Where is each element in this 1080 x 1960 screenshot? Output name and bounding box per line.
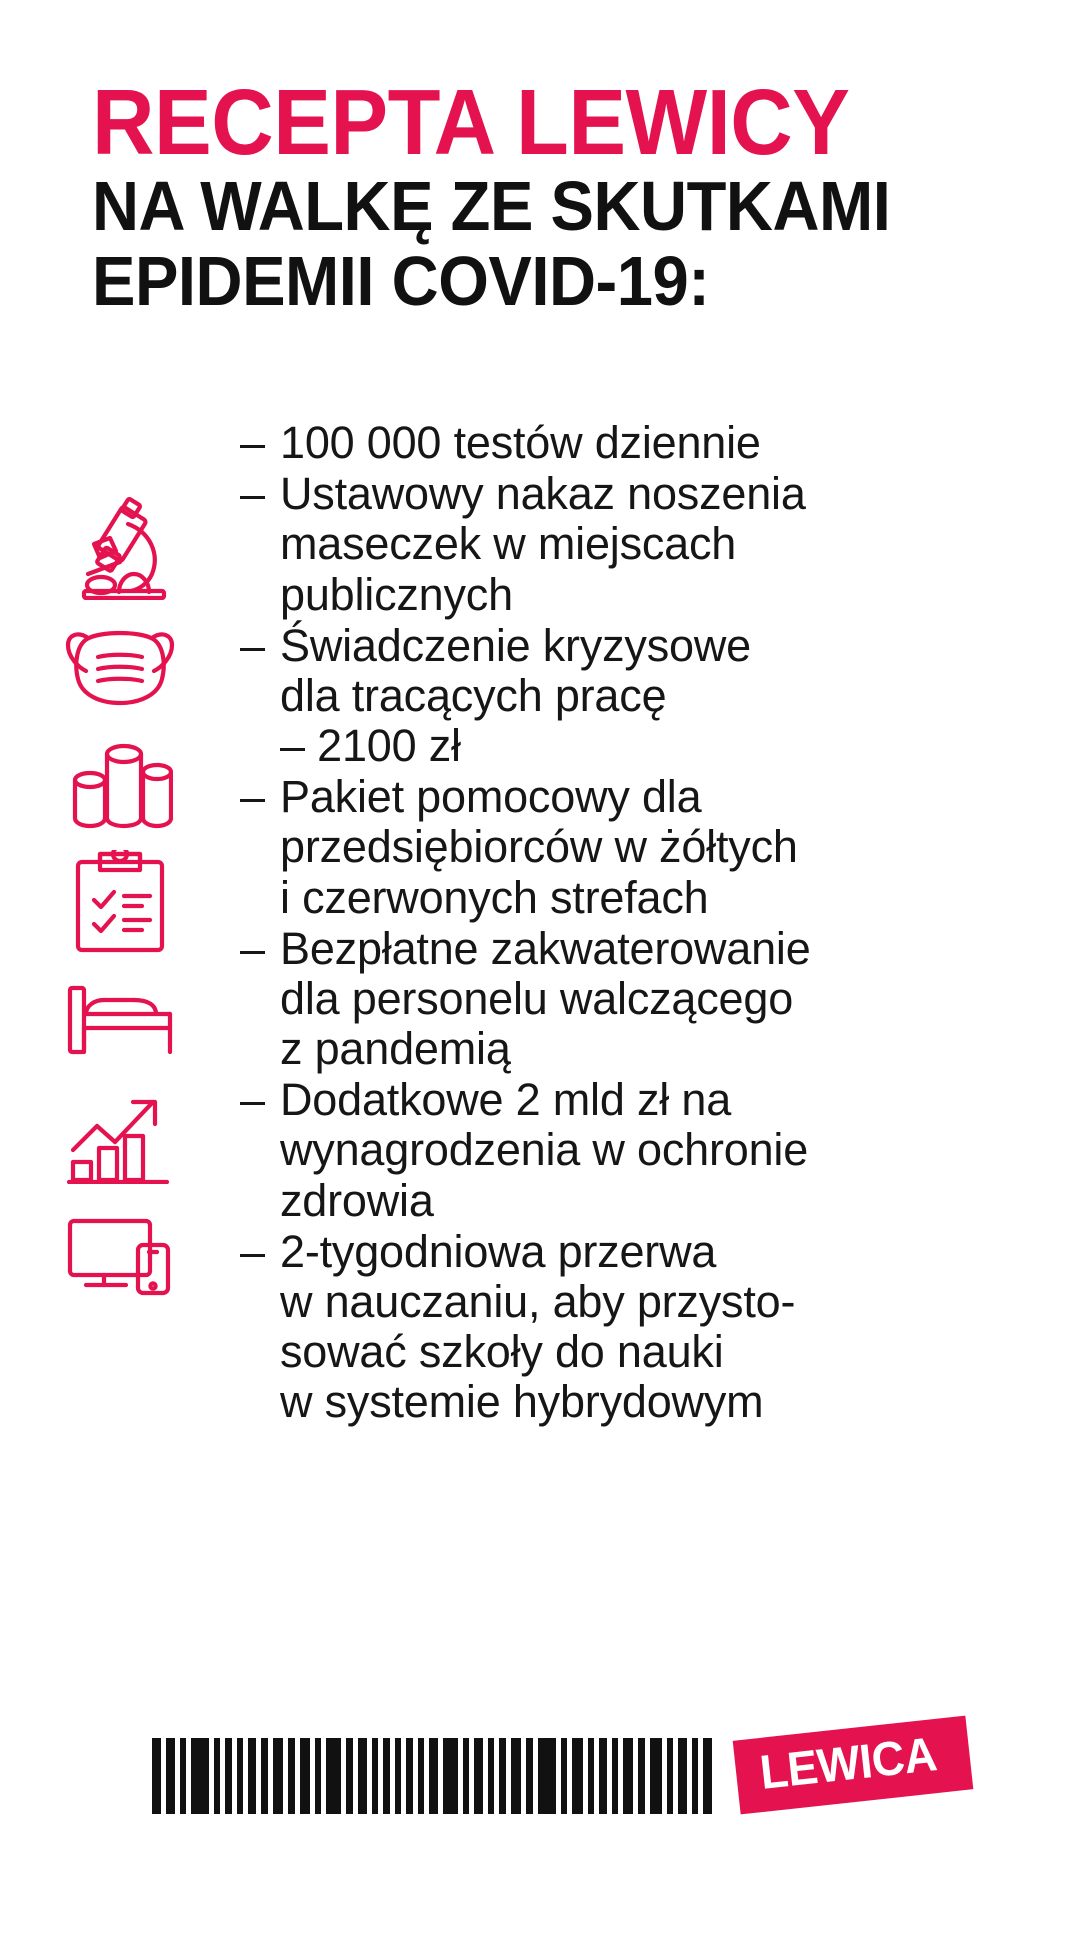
growth-chart-icon [57, 1082, 183, 1194]
barcode-bar [538, 1738, 556, 1814]
barcode-bar [612, 1738, 618, 1814]
barcode-bar [463, 1738, 469, 1814]
barcode-bar [166, 1738, 175, 1814]
computer-phone-icon [57, 1200, 183, 1312]
barcode-bar [261, 1738, 268, 1814]
barcode-bar [273, 1738, 283, 1814]
title-line-3: EPIDEMII COVID-19: [92, 242, 710, 321]
footer: LEWICA [0, 1715, 1080, 1848]
barcode-bar [650, 1738, 662, 1814]
logo-text: LEWICA [757, 1728, 939, 1800]
content-area: –100 000 testów dziennie – Ustawowy nakaz… [0, 417, 1080, 1428]
list-item-text: Pakiet pomocowy dla przedsiębiorców w żó… [280, 771, 798, 923]
barcode-bar [358, 1738, 367, 1814]
barcode-bar [288, 1738, 295, 1814]
list-bullet: – [240, 922, 265, 974]
barcode-bar [214, 1738, 220, 1814]
barcode-bar [572, 1738, 583, 1814]
money-stacks-icon [57, 728, 183, 840]
list-item: – Dodatkowe 2 mld zł na wynagrodzenia w o… [240, 1075, 1020, 1226]
list-bullet: – [240, 468, 265, 520]
list-item-text: Świadczenie kryzysowe dla tracących prac… [280, 619, 751, 772]
title-line-1: RECEPTA LEWICY [92, 70, 850, 174]
list-bullet: – [240, 1225, 265, 1277]
list-bullet: – [240, 771, 265, 823]
barcode-bar [180, 1738, 186, 1814]
list-bullet: – [240, 619, 265, 671]
barcode-bar [191, 1738, 209, 1814]
barcode-bar [372, 1738, 378, 1814]
barcode-bar [300, 1738, 310, 1814]
barcode-bar [474, 1738, 483, 1814]
icon-column [0, 418, 240, 1318]
list-item: –2-tygodniowa przerwa w nauczaniu, aby p… [240, 1225, 1020, 1428]
barcode-bar [692, 1738, 698, 1814]
barcode-bar [152, 1738, 161, 1814]
barcode-bar [638, 1738, 645, 1814]
barcode [152, 1738, 717, 1814]
list-item-text: Bezpłatne zakwaterowanie dla personelu w… [280, 922, 811, 1075]
clipboard-checklist-icon [57, 846, 183, 958]
list-item: –100 000 testów dziennie [240, 417, 1020, 468]
bed-icon [57, 964, 183, 1076]
barcode-bar [511, 1738, 521, 1814]
list-bullet: – [240, 1074, 265, 1126]
page-title: RECEPTA LEWICY NA WALKĘ ZE SKUTKAMI EPID… [92, 70, 1012, 321]
list-item: – Pakiet pomocowy dla przedsiębiorców w ż… [240, 772, 1020, 923]
barcode-bar [588, 1738, 594, 1814]
measures-list: –100 000 testów dziennie – Ustawowy nakaz… [240, 417, 1020, 1428]
barcode-bar [561, 1738, 567, 1814]
barcode-bar [667, 1738, 673, 1814]
barcode-bar [526, 1738, 533, 1814]
barcode-bar [418, 1738, 424, 1814]
barcode-bar [383, 1738, 390, 1814]
list-column: –100 000 testów dziennie – Ustawowy nakaz… [240, 417, 1080, 1428]
barcode-bar [395, 1738, 401, 1814]
barcode-bar [225, 1738, 232, 1814]
list-item-text: Dodatkowe 2 mld zł na wynagrodzenia w oc… [280, 1074, 809, 1226]
list-item-text: Ustawowy nakaz noszenia maseczek w miejs… [280, 468, 806, 620]
lewica-logo: LEWICA [732, 1715, 974, 1815]
list-item: – Świadczenie kryzysowe dla tracących pra… [240, 619, 1020, 772]
list-item-text: 100 000 testów dziennie [280, 417, 761, 468]
barcode-bar [623, 1738, 633, 1814]
list-item: – Ustawowy nakaz noszenia maseczek w miej… [240, 468, 1020, 620]
barcode-bar [678, 1738, 687, 1814]
title-line-2: NA WALKĘ ZE SKUTKAMI [92, 167, 891, 246]
barcode-bar [703, 1738, 712, 1814]
barcode-bar [248, 1738, 256, 1814]
barcode-bar [599, 1738, 607, 1814]
list-item: – Bezpłatne zakwaterowanie dla personelu … [240, 922, 1020, 1075]
barcode-bar [406, 1738, 413, 1814]
list-item-text: 2-tygodniowa przerwa w nauczaniu, aby pr… [280, 1225, 796, 1428]
logo-badge: LEWICA [732, 1715, 974, 1815]
barcode-bar [443, 1738, 458, 1814]
barcode-bar [488, 1738, 494, 1814]
barcode-bar [346, 1738, 353, 1814]
barcode-bar [326, 1738, 341, 1814]
barcode-bar [315, 1738, 321, 1814]
barcode-bar [429, 1738, 438, 1814]
barcode-bar [499, 1738, 506, 1814]
list-bullet: – [240, 417, 265, 468]
barcode-bar [237, 1738, 243, 1814]
face-mask-icon [57, 610, 183, 722]
microscope-icon [57, 492, 183, 604]
